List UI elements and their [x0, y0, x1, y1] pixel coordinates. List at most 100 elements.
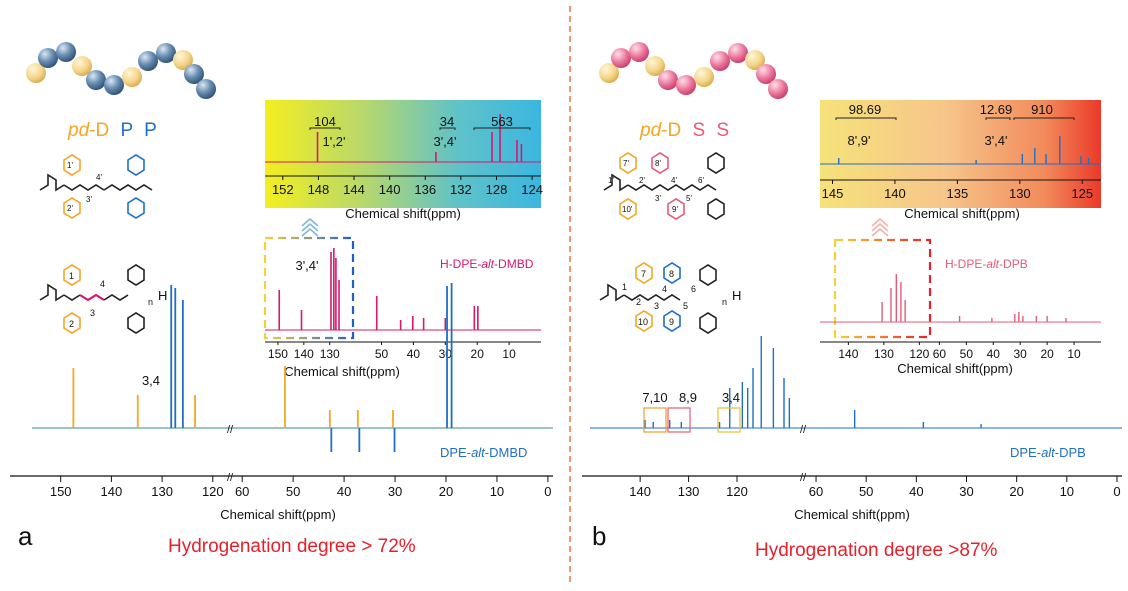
inset-a-integral-1: 104 — [314, 114, 336, 129]
chain-label-b: pd-D S S — [639, 120, 729, 141]
tick-label: 140 — [838, 347, 858, 361]
tick-label: 50 — [960, 347, 974, 361]
label-b-7: 7 — [641, 269, 646, 279]
axis-break: // — [800, 424, 807, 436]
label-4p: 4' — [96, 173, 102, 182]
tick-label: 120 — [909, 347, 929, 361]
tick-label: 130 — [320, 347, 340, 361]
label-b-5: 5 — [683, 301, 688, 311]
tick-label: 30 — [959, 484, 973, 499]
label-b-h: H — [732, 288, 741, 303]
tick-label: 20 — [471, 347, 485, 361]
panel-letter-b: b — [592, 521, 606, 551]
structure-monomer-a — [39, 264, 145, 334]
inset-b-spectrum — [820, 136, 1101, 165]
tick-label: 140 — [294, 347, 314, 361]
hydrogenation-b: Hydrogenation degree >87% — [755, 540, 998, 561]
main-b-peak-label-2: 8,9 — [679, 390, 697, 405]
inset-b-integral-2: 12.69 — [980, 102, 1013, 117]
axis-break: // — [800, 472, 807, 484]
tick-label: 40 — [407, 347, 421, 361]
mid-a-xlabel: Chemical shift(ppm) — [284, 364, 400, 379]
inset-a-integral-3: 563 — [491, 114, 513, 129]
tick-label: 130 — [1009, 186, 1031, 201]
mid-b-xlabel: Chemical shift(ppm) — [897, 361, 1013, 376]
inset-a-peak-label-2: 3',4' — [433, 134, 456, 149]
main-a-xlabel: Chemical shift(ppm) — [220, 507, 336, 522]
tick-label: 10 — [502, 347, 516, 361]
tick-label: 30 — [388, 484, 402, 499]
label-b-1: 1 — [622, 282, 627, 292]
tick-label: 20 — [1040, 347, 1054, 361]
label-b-2p: 2' — [639, 176, 645, 185]
inset-b-peak-label-2: 3',4' — [984, 133, 1007, 148]
inset-a-integral-2: 34 — [440, 114, 454, 129]
main-b-peak-boxes — [643, 407, 741, 433]
main-b-xlabel: Chemical shift(ppm) — [794, 507, 910, 522]
bead-chain-a — [26, 42, 216, 99]
tick-label: 125 — [1071, 186, 1093, 201]
label-b-9p: 9' — [672, 205, 678, 214]
hydrogenation-a: Hydrogenation degree > 72% — [168, 536, 416, 557]
mid-spectrum-a — [265, 248, 541, 331]
label-n: n — [148, 297, 153, 307]
structure-monomer-b — [599, 262, 717, 334]
tick-label: 60 — [235, 484, 249, 499]
tick-label: 50 — [375, 347, 389, 361]
main-a-peak-label: 3,4 — [142, 373, 160, 388]
main-a-series-name: DPE-alt-DMBD — [440, 445, 527, 460]
tick-label: 120 — [726, 484, 748, 499]
tick-label: 124 — [521, 182, 543, 197]
tick-label: 0 — [1113, 484, 1120, 499]
label-b-8p: 8' — [655, 159, 661, 168]
tick-label: 130 — [151, 484, 173, 499]
zoom-chevrons-b — [871, 218, 889, 237]
tick-label: 144 — [343, 182, 365, 197]
tick-label: 30 — [1014, 347, 1028, 361]
label-b-6: 6 — [691, 284, 696, 294]
main-b-peak-label-1: 7,10 — [642, 390, 667, 405]
tick-label: 128 — [486, 182, 508, 197]
tick-label: 140 — [629, 484, 651, 499]
tick-label: 20 — [439, 484, 453, 499]
zoom-chevrons-a — [301, 218, 319, 237]
inset-b-peak-label-1: 8',9' — [847, 133, 870, 148]
mid-b-series-name: H-DPE-alt-DPB — [945, 257, 1028, 271]
inset-b-xlabel: Chemical shift(ppm) — [904, 206, 1020, 221]
inset-a-spectrum — [265, 114, 541, 163]
label-b-4p: 4' — [671, 176, 677, 185]
label-b-3p: 3' — [655, 194, 661, 203]
mid-a-series-name: H-DPE-alt-DMBD — [440, 257, 534, 271]
tick-label: 150 — [268, 347, 288, 361]
label-4: 4 — [100, 279, 105, 289]
label-b-9: 9 — [669, 317, 674, 327]
tick-label: 140 — [884, 186, 906, 201]
chain-label-a: pd-D P P — [67, 120, 157, 141]
label-b-8: 8 — [669, 269, 674, 279]
label-h: H — [158, 288, 167, 303]
label-b-n: n — [722, 297, 727, 307]
tick-label: 136 — [414, 182, 436, 197]
inset-a-integral-brackets — [309, 127, 531, 130]
tick-label: 130 — [678, 484, 700, 499]
bead-chain-b — [599, 42, 788, 99]
tick-label: 10 — [1060, 484, 1074, 499]
label-b-1p: 1' — [608, 176, 614, 185]
label-b-4: 4 — [662, 284, 667, 294]
mid-a-peak-label: 3',4' — [295, 258, 318, 273]
label-2p: 2' — [67, 204, 73, 213]
label-1p: 1' — [67, 161, 73, 170]
inset-a-background — [265, 100, 541, 208]
label-3: 3 — [90, 308, 95, 318]
label-b-5p: 5' — [686, 194, 692, 203]
inset-a-xlabel: Chemical shift(ppm) — [345, 206, 461, 221]
tick-label: 120 — [202, 484, 224, 499]
tick-label: 30 — [439, 347, 453, 361]
inset-b-integral-3: 910 — [1031, 102, 1053, 117]
inset-b-integral-brackets — [835, 117, 1075, 120]
tick-label: 50 — [286, 484, 300, 499]
tick-label: 0 — [544, 484, 551, 499]
tick-label: 40 — [987, 347, 1001, 361]
tick-label: 40 — [337, 484, 351, 499]
